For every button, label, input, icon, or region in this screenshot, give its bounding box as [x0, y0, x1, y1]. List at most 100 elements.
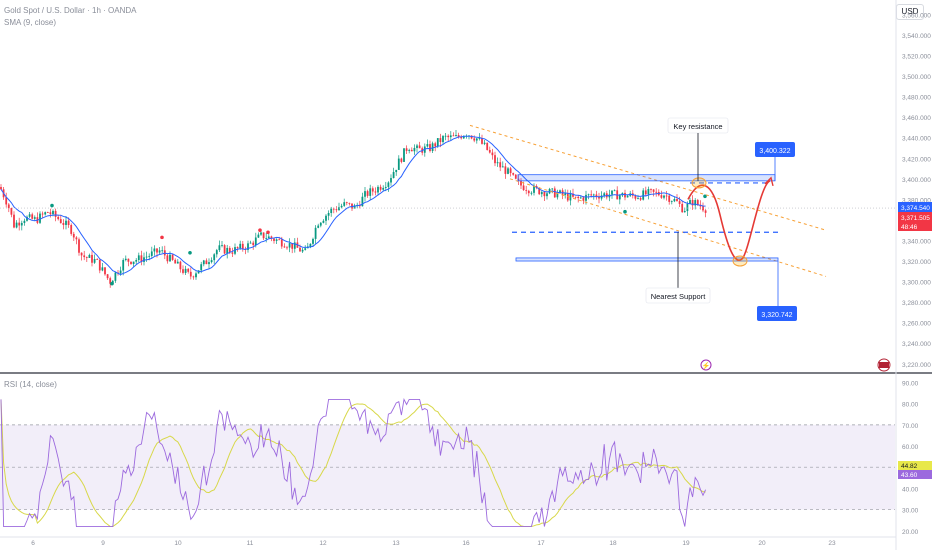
time-axis-label: 9: [101, 540, 105, 547]
candle-body: [293, 242, 296, 249]
candle-body: [379, 186, 382, 190]
price-axis-label: 3,540.000: [902, 33, 931, 40]
resistance-zone: [517, 174, 776, 182]
candle-body: [395, 169, 398, 173]
candle-body: [202, 260, 205, 265]
candle-body: [184, 268, 187, 273]
candle-body: [426, 144, 429, 147]
candle-body: [507, 168, 509, 174]
time-axis-label: 18: [609, 540, 617, 547]
candle-body: [317, 225, 320, 228]
candle-body: [286, 247, 288, 249]
candle-body: [218, 245, 221, 251]
last-price-tag: [898, 212, 932, 231]
candle-body: [169, 254, 171, 262]
price-axis-label: 3,460.000: [902, 115, 931, 122]
candle-body: [572, 193, 574, 197]
candle-body: [49, 212, 52, 215]
candle-body: [501, 166, 504, 168]
candle-body: [663, 195, 665, 198]
candle-body: [527, 190, 530, 194]
candle-body: [455, 135, 457, 136]
candle-body: [613, 190, 616, 192]
candle-body: [390, 178, 392, 183]
candle-body: [101, 267, 104, 271]
candle-body: [39, 213, 41, 223]
sma-indicator-label: SMA (9, close): [4, 18, 57, 27]
candle-body: [247, 243, 249, 250]
candle-body: [494, 155, 496, 164]
candle-body: [704, 210, 707, 213]
candle-body: [59, 219, 62, 224]
candle-body: [582, 197, 585, 201]
candle-body: [618, 195, 621, 200]
candle-body: [559, 190, 561, 194]
candle-body: [228, 247, 231, 253]
price-axis-label: 3,480.000: [902, 95, 931, 102]
candle-body: [200, 264, 203, 271]
candle-body: [249, 242, 252, 244]
candle-body: [652, 189, 655, 192]
price-axis-label: 3,280.000: [902, 300, 931, 307]
rsi-ma-tag: [898, 461, 932, 470]
lightning-icon: [700, 359, 712, 371]
candle-body: [585, 194, 587, 201]
candle-body: [44, 212, 47, 215]
candle-body: [197, 270, 200, 274]
sma-price-tag: [898, 202, 932, 212]
signal-dot: [110, 281, 114, 286]
sma-price-label: 3,374.540: [901, 205, 930, 212]
target-low-label: 3,320.742: [761, 312, 792, 319]
price-axis-label: 3,380.000: [902, 197, 931, 204]
key-resistance-label: Key resistance: [673, 122, 722, 131]
candle-body: [215, 250, 218, 255]
candle-body: [345, 202, 348, 204]
candle-body: [429, 144, 431, 151]
candle-body: [325, 215, 327, 221]
candle-body: [499, 162, 502, 168]
signal-dot: [623, 209, 627, 214]
candle-body: [579, 197, 582, 199]
rsi-axis-label: 80.00: [902, 402, 919, 409]
lightning-icon-glyph: ⚡: [702, 361, 711, 370]
candle-body: [54, 210, 57, 217]
candle-body: [673, 199, 676, 202]
target-high-box: [755, 142, 795, 157]
candle-body: [462, 136, 465, 139]
candle-body: [210, 260, 213, 263]
rsi-axis-label: 70.00: [902, 423, 919, 430]
candle-body: [124, 258, 127, 260]
candle-body: [405, 148, 408, 151]
rsi-axis-label: 40.00: [902, 486, 919, 493]
candle-body: [291, 243, 294, 249]
candle-body: [364, 191, 366, 197]
rsi-value-tag: [898, 470, 932, 479]
candle-body: [213, 254, 216, 261]
signal-dot: [50, 203, 54, 208]
candle-body: [595, 194, 598, 197]
candle-body: [158, 250, 161, 253]
candle-body: [10, 208, 13, 215]
candle-body: [104, 267, 106, 275]
candle-body: [88, 254, 91, 258]
candle-body: [192, 276, 195, 278]
price-axis-label: 3,320.000: [902, 259, 931, 266]
candle-body: [0, 187, 2, 190]
candle-body: [598, 196, 600, 199]
candle-body: [137, 255, 140, 261]
candle-body: [590, 194, 593, 196]
candle-body: [187, 268, 190, 272]
candle-body: [449, 135, 452, 138]
time-axis-label: 16: [462, 540, 470, 547]
support-touch-marker: [732, 255, 748, 267]
candle-body: [361, 196, 364, 207]
candle-body: [130, 261, 132, 264]
resistance-touch-marker: [691, 177, 707, 189]
candle-body: [231, 252, 234, 254]
candle-body: [275, 239, 278, 241]
candle-body: [280, 239, 283, 247]
candle-body: [340, 205, 343, 208]
candle-body: [660, 195, 663, 198]
